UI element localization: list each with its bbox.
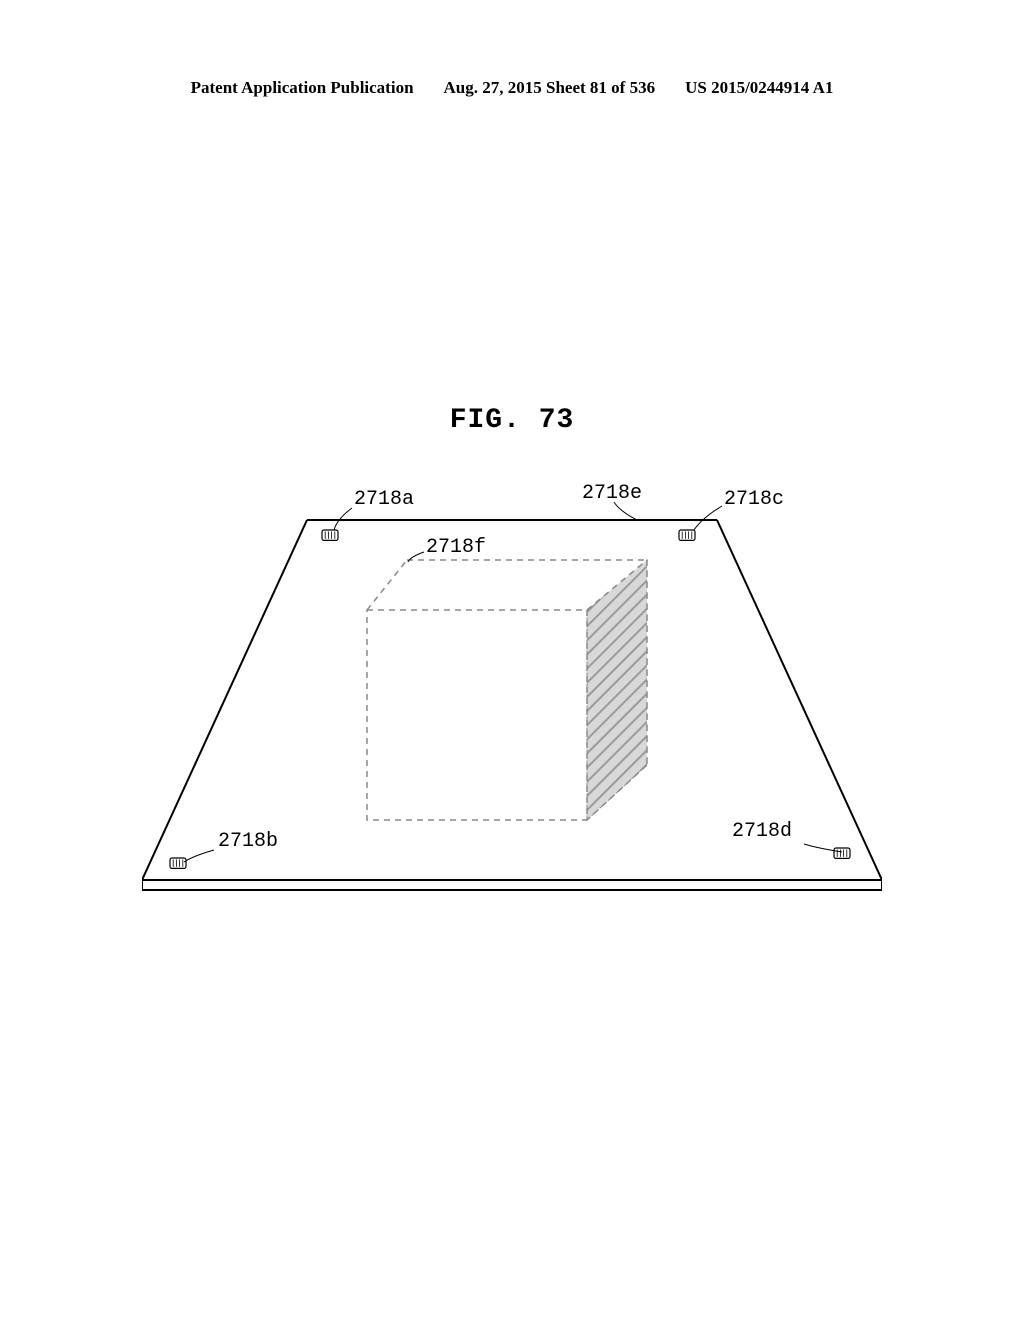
label-2718b: 2718b bbox=[218, 830, 278, 853]
page-header: Patent Application Publication Aug. 27, … bbox=[0, 78, 1024, 98]
label-2718f: 2718f bbox=[426, 536, 486, 559]
label-2718c: 2718c bbox=[724, 488, 784, 511]
label-2718d: 2718d bbox=[732, 820, 792, 843]
label-2718e: 2718e bbox=[582, 482, 642, 505]
header-center: Aug. 27, 2015 Sheet 81 of 536 bbox=[444, 78, 656, 98]
figure-diagram: 2718a 2718e 2718c 2718f 2718d 2718b bbox=[142, 490, 882, 890]
label-2718a: 2718a bbox=[354, 488, 414, 511]
header-right: US 2015/0244914 A1 bbox=[685, 78, 833, 98]
figure-title: FIG. 73 bbox=[450, 405, 575, 436]
header-left: Patent Application Publication bbox=[191, 78, 414, 98]
